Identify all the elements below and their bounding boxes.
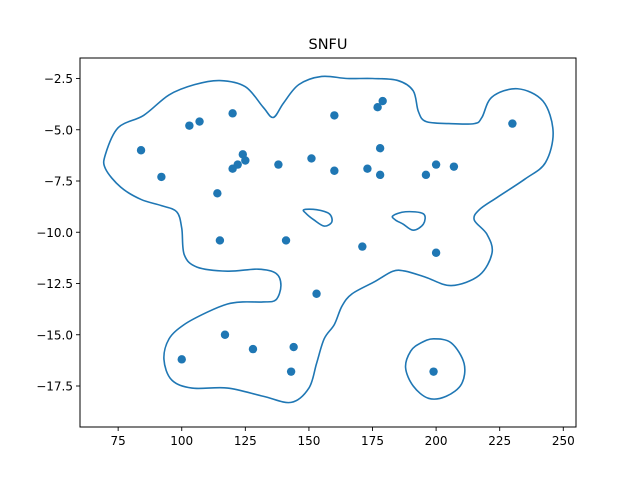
y-tick-label: −15.0 bbox=[36, 328, 73, 342]
data-point-18 bbox=[373, 103, 382, 112]
y-axis: −2.5 −5.0 −7.5 −10.0 −12.5 −15.0 −17.5 bbox=[36, 72, 80, 394]
data-point-31 bbox=[289, 342, 298, 352]
data-point-20 bbox=[375, 170, 385, 180]
contour-line-0 bbox=[102, 75, 554, 404]
data-point-19 bbox=[375, 144, 385, 153]
data-point-1 bbox=[157, 172, 166, 182]
contour-line-2 bbox=[391, 210, 426, 232]
data-point-0 bbox=[136, 146, 146, 155]
data-point-15 bbox=[330, 166, 339, 175]
y-tick-label: −2.5 bbox=[44, 72, 73, 86]
data-point-16 bbox=[358, 242, 367, 251]
data-point-32 bbox=[286, 367, 296, 376]
data-point-22 bbox=[421, 170, 431, 180]
data-point-10 bbox=[241, 156, 250, 165]
x-tick-label: 75 bbox=[111, 434, 126, 448]
contour-layer bbox=[102, 75, 554, 404]
x-tick-label: 125 bbox=[234, 434, 257, 448]
y-tick-label: −7.5 bbox=[44, 175, 73, 189]
y-tick-label: −10.0 bbox=[36, 226, 73, 240]
data-point-11 bbox=[274, 160, 283, 169]
data-point-25 bbox=[431, 248, 441, 257]
y-tick-label: −5.0 bbox=[44, 123, 73, 137]
data-point-30 bbox=[248, 344, 258, 354]
data-point-14 bbox=[330, 111, 339, 120]
x-tick-label: 100 bbox=[170, 434, 193, 448]
data-point-3 bbox=[195, 117, 204, 126]
data-point-33 bbox=[429, 367, 438, 376]
data-point-17 bbox=[363, 164, 372, 173]
x-tick-label: 150 bbox=[297, 434, 320, 448]
plot-frame bbox=[79, 57, 577, 428]
x-tick-label: 175 bbox=[361, 434, 384, 448]
data-point-26 bbox=[508, 119, 517, 128]
data-point-28 bbox=[220, 330, 230, 339]
data-point-21 bbox=[378, 96, 387, 106]
contour-line-3 bbox=[404, 338, 466, 400]
data-point-4 bbox=[213, 189, 222, 198]
data-point-5 bbox=[215, 236, 225, 245]
y-tick-label: −17.5 bbox=[36, 380, 73, 394]
y-tick-label: −12.5 bbox=[36, 277, 73, 291]
data-point-27 bbox=[312, 289, 321, 298]
point-layer bbox=[136, 96, 517, 376]
data-point-24 bbox=[449, 162, 459, 171]
data-point-13 bbox=[307, 154, 316, 163]
chart-title: SNFU bbox=[308, 37, 347, 53]
x-axis: 75 100 125 150 175 200 225 250 bbox=[111, 427, 575, 448]
x-tick-label: 225 bbox=[488, 434, 511, 448]
data-point-8 bbox=[233, 160, 242, 169]
contour-line-1 bbox=[302, 208, 333, 227]
data-point-23 bbox=[431, 160, 441, 169]
data-point-6 bbox=[228, 109, 237, 118]
data-point-2 bbox=[185, 121, 194, 130]
data-point-12 bbox=[281, 236, 291, 245]
x-tick-label: 250 bbox=[552, 434, 575, 448]
data-point-29 bbox=[177, 355, 186, 364]
x-tick-label: 200 bbox=[425, 434, 448, 448]
